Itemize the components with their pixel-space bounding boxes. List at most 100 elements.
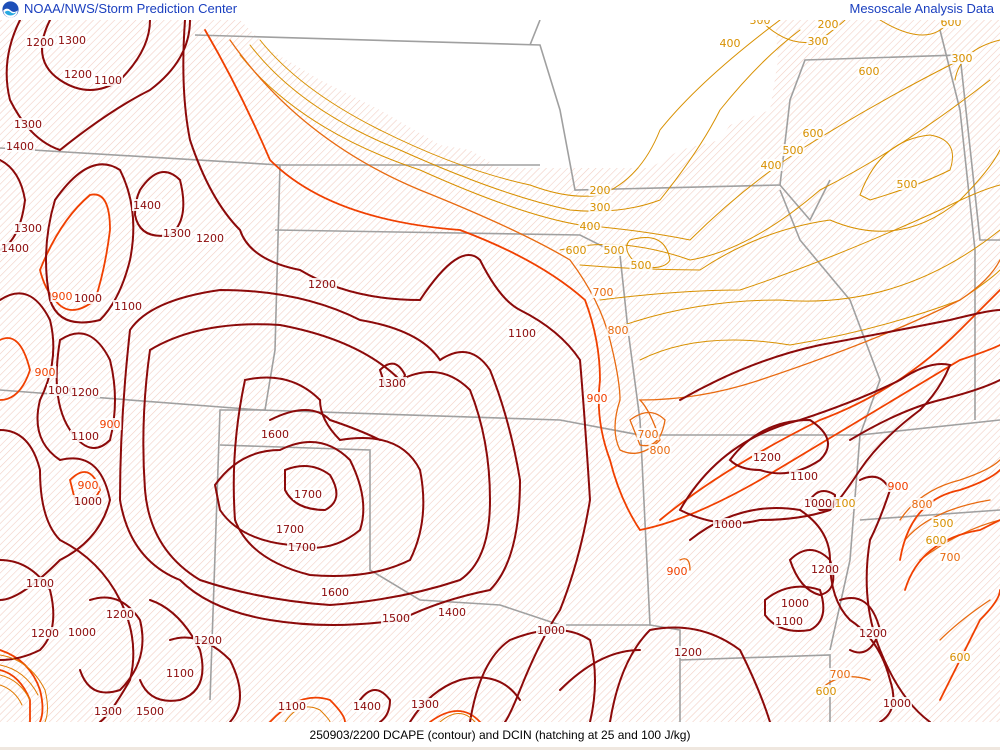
contour-label: 100 [835, 497, 856, 510]
organization-title: NOAA/NWS/Storm Prediction Center [24, 1, 238, 16]
contour-label: 1000 [74, 292, 102, 305]
contour-label: 900 [667, 565, 688, 578]
contour-label-bg [833, 497, 857, 509]
contour-label-bg [858, 627, 888, 639]
contour-label-bg [564, 244, 588, 256]
contour-label-bg [0, 242, 30, 254]
contour-label-bg [810, 563, 840, 575]
contour-label: 800 [912, 498, 933, 511]
contour-label: 1100 [26, 577, 54, 590]
contour-label-bg [924, 534, 948, 546]
contour-label-bg [260, 428, 290, 440]
contour-label: 600 [566, 244, 587, 257]
contour-label: 1400 [1, 242, 29, 255]
contour-label: 700 [940, 551, 961, 564]
contour-label: 300 [808, 35, 829, 48]
contour-label: 1200 [753, 451, 781, 464]
contour-label: 300 [952, 52, 973, 65]
contour-label-bg [70, 430, 100, 442]
contour-label-bg [507, 327, 537, 339]
contour-label-bg [752, 451, 782, 463]
contour-label-bg [162, 227, 192, 239]
contour-label-bg [25, 577, 55, 589]
contour-label-bg [931, 517, 955, 529]
contour-label-bg [113, 300, 143, 312]
contour-label: 1100 [508, 327, 536, 340]
contour-label: 1300 [58, 34, 86, 47]
contour-label: 1200 [64, 68, 92, 81]
contour-label-bg [13, 118, 43, 130]
contour-label: 600 [816, 685, 837, 698]
contour-label: 1000 [537, 624, 565, 637]
contour-label-bg [886, 480, 910, 492]
contour-label-bg [105, 608, 135, 620]
contour-label: 800 [650, 444, 671, 457]
contour-label: 200 [818, 20, 839, 31]
contour-label: 600 [941, 20, 962, 29]
contour-label-bg [193, 634, 223, 646]
contour-label-bg [673, 646, 703, 658]
contour-label: 1500 [136, 705, 164, 718]
contour-label: 1400 [133, 199, 161, 212]
contour-label: 900 [888, 480, 909, 493]
contour-label-bg [588, 201, 612, 213]
contour-label: 400 [761, 159, 782, 172]
contour-label-bg [648, 444, 672, 456]
map-caption: 250903/2200 DCAPE (contour) and DCIN (ha… [309, 728, 691, 742]
contour-label-bg [287, 541, 317, 553]
contour-label: 1400 [438, 606, 466, 619]
contour-label: 1300 [163, 227, 191, 240]
contour-label-bg [789, 470, 819, 482]
contour-label-bg [938, 551, 962, 563]
contour-label: 1200 [196, 232, 224, 245]
contour-label-bg [806, 35, 830, 47]
contour-label: 900 [52, 290, 73, 303]
contour-label: 1000 [781, 597, 809, 610]
contour-label-bg [293, 488, 323, 500]
contour-label-bg [320, 586, 350, 598]
contour-label: 900 [100, 418, 121, 431]
contour-label: 700 [638, 428, 659, 441]
contour-label-bg [939, 20, 963, 28]
contour-label: 600 [859, 65, 880, 78]
contour-label-bg [713, 518, 743, 530]
header-bar: NOAA/NWS/Storm Prediction Center Mesosca… [0, 0, 1000, 20]
contour-label-bg [591, 286, 615, 298]
contour-label-bg [73, 495, 103, 507]
contour-label: 1200 [26, 36, 54, 49]
contour-label: 1500 [382, 612, 410, 625]
contour-label: 1700 [288, 541, 316, 554]
contour-label: 600 [950, 651, 971, 664]
contour-label-bg [195, 232, 225, 244]
contour-label-bg [132, 199, 162, 211]
contour-label-bg [857, 65, 881, 77]
contour-label-bg [950, 52, 974, 64]
contour-label-bg [814, 685, 838, 697]
contour-label: 1000 [804, 497, 832, 510]
contour-label-bg [578, 220, 602, 232]
contour-label: 600 [926, 534, 947, 547]
contour-label-bg [70, 386, 100, 398]
contour-label-bg [781, 144, 805, 156]
contour-label-bg [759, 159, 783, 171]
contour-label-bg [57, 34, 87, 46]
contour-label: 1100 [94, 74, 122, 87]
contour-label-bg [165, 667, 195, 679]
contour-label-bg [895, 178, 919, 190]
noaa-logo-icon [2, 1, 19, 18]
contour-label-bg [73, 292, 103, 304]
contour-label-bg [135, 705, 165, 717]
contour-label: 500 [604, 244, 625, 257]
contour-label-bg [588, 184, 612, 196]
contour-label-bg [307, 278, 337, 290]
contour-label-bg [63, 68, 93, 80]
contour-label: 500 [933, 517, 954, 530]
contour-label: 1100 [278, 700, 306, 713]
footer-bar: 250903/2200 DCAPE (contour) and DCIN (ha… [0, 722, 1000, 750]
contour-label: 500 [631, 259, 652, 272]
contour-label-bg [636, 428, 660, 440]
contour-label-bg [801, 127, 825, 139]
contour-label-bg [910, 498, 934, 510]
contour-label: 900 [35, 366, 56, 379]
contour-label-bg [67, 626, 97, 638]
